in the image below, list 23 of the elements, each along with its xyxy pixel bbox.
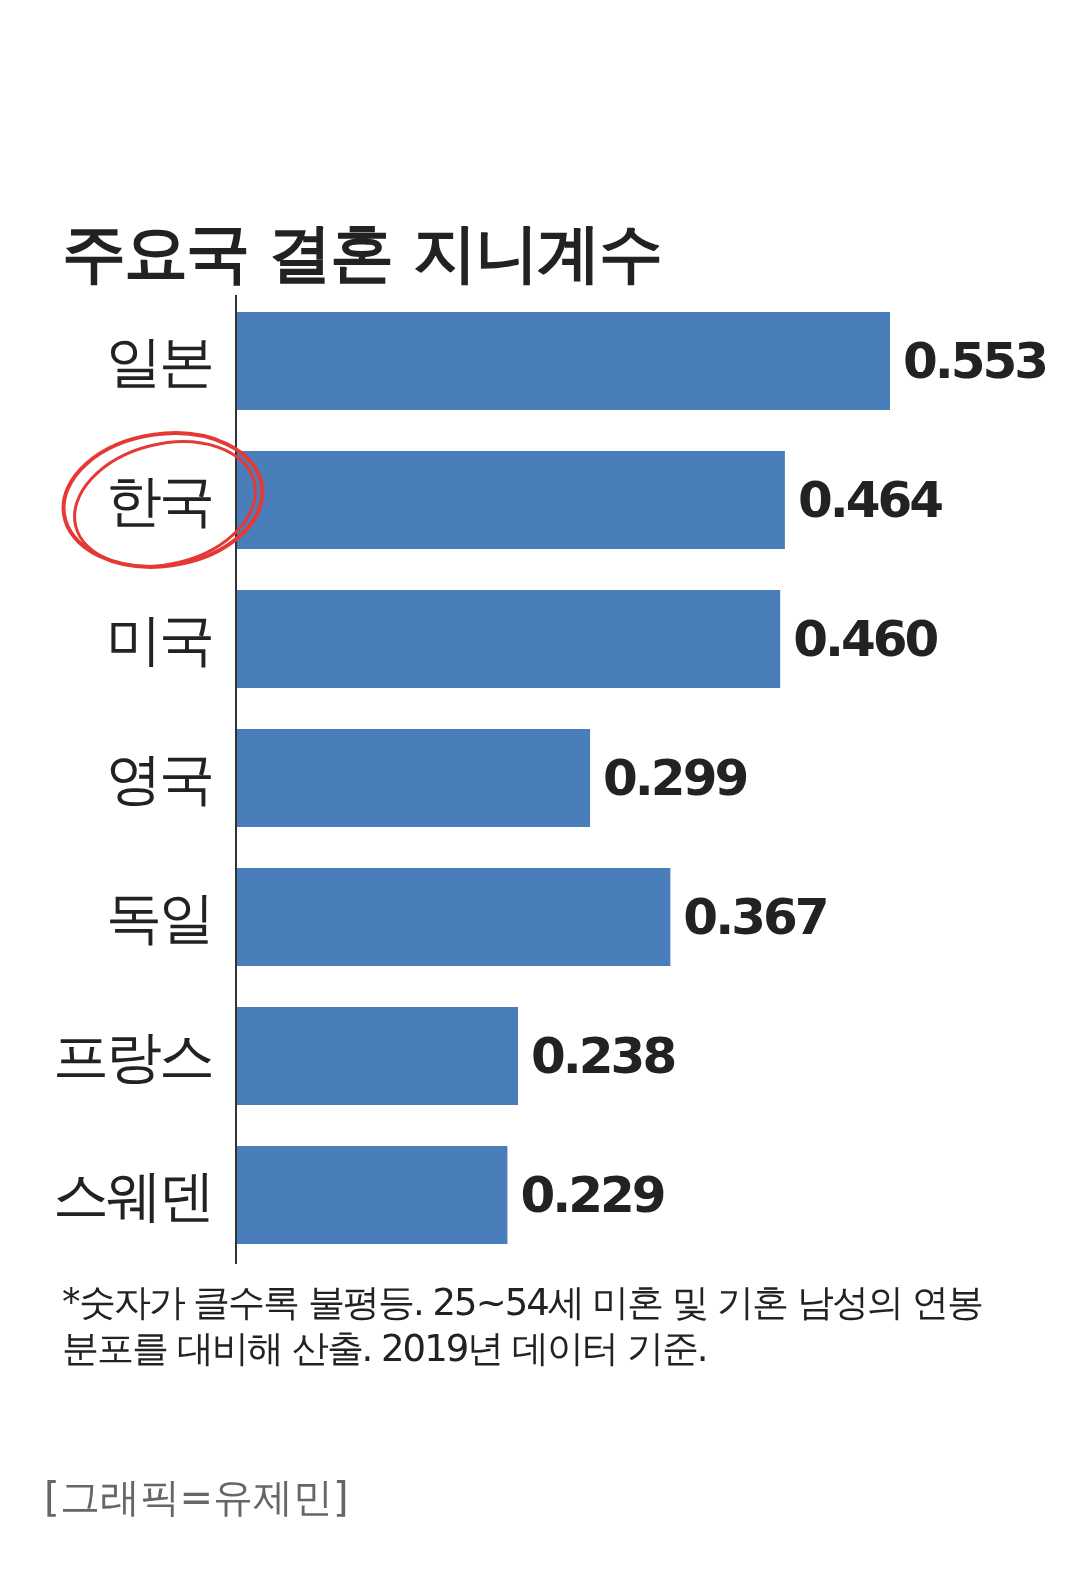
text: [그래픽=유제민] (44, 1473, 349, 1522)
bar (237, 729, 591, 827)
y-tick-label: 프랑스 (53, 1024, 212, 1089)
y-tick-label: 독일 (106, 885, 212, 950)
bar (237, 1007, 519, 1105)
bar (237, 868, 671, 966)
bar (237, 590, 781, 688)
data-label: 0.460 (793, 610, 938, 668)
bar (237, 312, 890, 410)
data-label: 0.464 (797, 471, 943, 529)
data-label: 0.238 (531, 1027, 675, 1085)
y-tick-label: 스웨덴 (53, 1163, 212, 1228)
data-label: 0.229 (520, 1166, 664, 1224)
y-tick-label: 한국 (106, 468, 212, 533)
chart-title: 주요국 결혼 지니계수 (62, 216, 661, 290)
bar (237, 1146, 508, 1244)
data-label: 0.553 (903, 332, 1047, 390)
y-tick-label: 영국 (106, 746, 212, 811)
y-tick-label: 미국 (106, 607, 212, 672)
text: *숫자가 클수록 불평등. 25~54세 미혼 및 기혼 남성의 연봉 분포를 대비해 산출. 2019년 데이터 기준. (62, 1280, 983, 1372)
data-label: 0.367 (683, 888, 827, 946)
y-tick-label: 일본 (106, 329, 212, 394)
data-label: 0.299 (603, 749, 747, 807)
